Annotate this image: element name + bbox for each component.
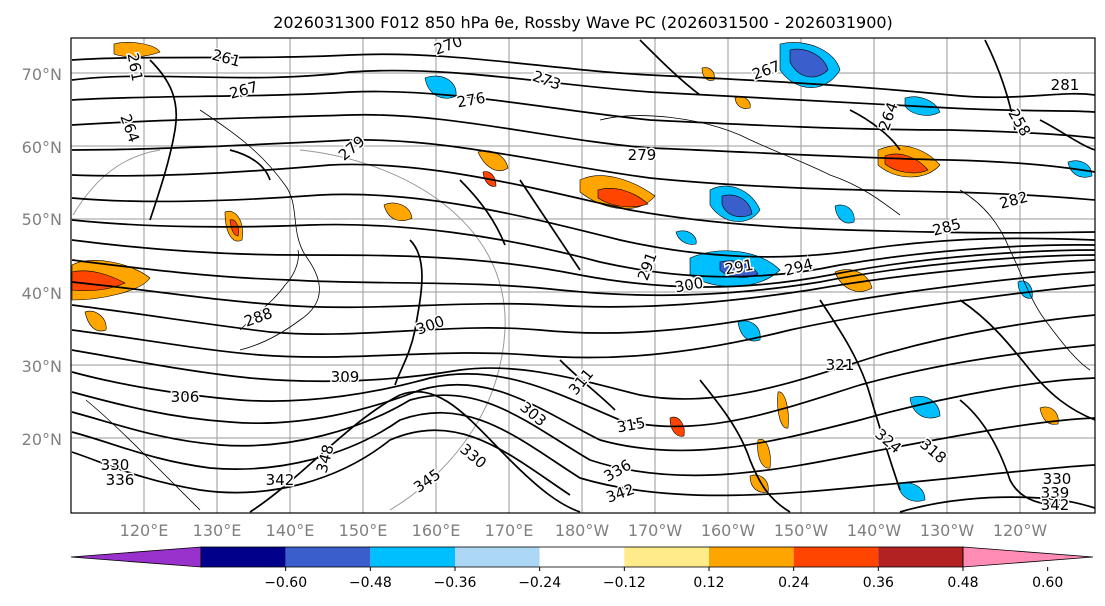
contour-label: 321 <box>826 356 855 374</box>
colorbar: −0.60 −0.48 −0.36 −0.24 −0.12 0.12 0.24 0.36 0.4… <box>70 546 1094 591</box>
contour-label: 309 <box>331 368 360 386</box>
colorbar-tick-label: 0.12 <box>693 575 724 591</box>
contour-label: 279 <box>628 146 657 164</box>
colorbar-cell <box>201 547 286 567</box>
colorbar-tick-label: 0.48 <box>947 575 978 591</box>
colorbar-cell <box>455 547 540 567</box>
lat-label: 30°N <box>22 357 62 376</box>
colorbar-extend-high <box>962 546 1094 568</box>
lon-label: 160°E <box>412 521 461 540</box>
colorbar-cells <box>70 546 1094 568</box>
colorbar-extend-low <box>70 546 202 568</box>
contour-label: 330 <box>1043 470 1072 488</box>
lon-label: 130°W <box>920 521 975 540</box>
lon-label: 170°E <box>485 521 534 540</box>
contour-label: 339 <box>1041 484 1070 502</box>
colorbar-ticks: −0.60 −0.48 −0.36 −0.24 −0.12 0.12 0.24 0.36 0.4… <box>264 567 1063 591</box>
contour-label: 291 <box>723 256 754 279</box>
colorbar-cell <box>285 547 371 567</box>
lon-label: 180°W <box>555 521 610 540</box>
theta-e-contours <box>71 39 1095 513</box>
lat-label: 60°N <box>22 138 62 157</box>
positive-anomaly-shading <box>71 42 1059 493</box>
contour-label: 342 <box>1041 496 1070 514</box>
contour-label: 330 <box>101 456 130 474</box>
contour-label: 281 <box>1051 76 1080 94</box>
lon-label: 140°E <box>266 521 315 540</box>
colorbar-cell <box>793 547 879 567</box>
map-frame <box>70 37 1096 514</box>
colorbar-tick-label: −0.60 <box>264 575 307 591</box>
lon-label: 150°W <box>774 521 829 540</box>
region-outline <box>299 149 506 511</box>
colorbar-tick-label: 0.36 <box>863 575 894 591</box>
lat-label: 50°N <box>22 210 62 229</box>
colorbar-cell <box>539 547 625 567</box>
colorbar-tick-label: 0.24 <box>778 575 809 591</box>
contour-label: 342 <box>266 471 295 489</box>
lat-label: 70°N <box>22 65 62 84</box>
contour-label: 336 <box>106 471 135 489</box>
colorbar-cell <box>709 547 794 567</box>
colorbar-tick-label: −0.24 <box>518 575 561 591</box>
colorbar-outline <box>200 546 964 568</box>
colorbar-cell <box>878 547 963 567</box>
lon-label: 120°W <box>993 521 1048 540</box>
colorbar-tick-label: −0.48 <box>349 575 392 591</box>
negative-anomaly-shading <box>424 42 1093 502</box>
colorbar-tick-label: −0.36 <box>434 575 477 591</box>
colorbar-tick-label: −0.12 <box>603 575 646 591</box>
lon-label: 120°E <box>120 521 169 540</box>
lon-label: 170°W <box>628 521 683 540</box>
longitude-labels: 120°E 130°E 140°E 150°E 160°E 170°E 180°… <box>120 521 1048 540</box>
lat-label: 40°N <box>22 284 62 303</box>
lon-label: 130°E <box>193 521 242 540</box>
colorbar-cell <box>624 547 709 567</box>
lon-label: 160°W <box>701 521 756 540</box>
lon-label: 140°W <box>847 521 902 540</box>
lat-label: 20°N <box>22 430 62 449</box>
colorbar-cell <box>370 547 455 567</box>
contour-label: 306 <box>171 388 200 406</box>
latitude-labels: 70°N 60°N 50°N 40°N 30°N 20°N <box>22 65 62 449</box>
colorbar-tick-label: 0.60 <box>1032 575 1063 591</box>
lon-label: 150°E <box>339 521 388 540</box>
figure-title: 2026031300 F012 850 hPa θe, Rossby Wave … <box>273 13 893 32</box>
